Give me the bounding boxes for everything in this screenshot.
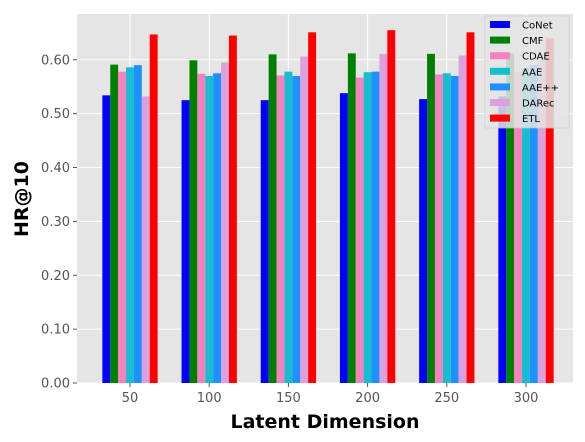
bar-aaeplusplus-150 — [292, 75, 301, 383]
bar-conet-200 — [339, 93, 348, 383]
bar-cmf-200 — [347, 53, 356, 383]
bar-aae-300 — [522, 67, 530, 383]
bar-cmf-150 — [268, 54, 277, 383]
x-tick-label: 100 — [197, 391, 222, 406]
bar-cmf-100 — [189, 60, 198, 384]
legend-swatch-etl — [490, 114, 510, 122]
bar-cdae-250 — [434, 74, 443, 383]
bar-cdae-200 — [355, 77, 364, 383]
bar-aaeplusplus-50 — [133, 65, 142, 384]
legend-label: DARec — [522, 99, 555, 110]
legend-swatch-conet — [490, 21, 510, 28]
y-tick-label: 0.40 — [41, 161, 70, 176]
y-tick-label: 0.10 — [41, 323, 70, 338]
legend-label: CDAE — [522, 52, 550, 63]
bar-etl-50 — [149, 34, 158, 384]
y-tick-label: 0.30 — [41, 215, 70, 230]
y-axis-ticks: 0.00 0.10 0.20 0.30 0.40 0.50 0.60 — [41, 53, 77, 392]
bar-aae-250 — [442, 73, 451, 383]
bar-aae-50 — [126, 67, 134, 383]
bar-cmf-50 — [110, 64, 119, 383]
bar-etl-250 — [466, 32, 475, 383]
bar-conet-300 — [498, 96, 507, 383]
bar-etl-200 — [387, 30, 396, 383]
legend-label: CoNet — [522, 21, 553, 32]
legend-label: AAE++ — [522, 83, 559, 94]
bar-cmf-300 — [506, 53, 515, 383]
bar-darec-50 — [141, 96, 150, 383]
bar-darec-250 — [458, 55, 467, 384]
bar-aaeplusplus-250 — [450, 75, 459, 383]
bar-cdae-300 — [514, 71, 523, 384]
x-tick-label: 200 — [355, 391, 380, 406]
x-tick-label: 300 — [514, 391, 539, 406]
x-tick-label: 150 — [276, 391, 301, 406]
bar-darec-100 — [221, 62, 229, 383]
legend-swatch-aaeplusplus — [490, 83, 510, 91]
bar-aaeplusplus-300 — [529, 65, 538, 384]
x-axis-ticks: 50 100 150 200 250 300 — [122, 383, 539, 406]
legend-swatch-cmf — [490, 36, 510, 44]
x-tick-label: 250 — [434, 391, 459, 406]
legend-label: ETL — [522, 114, 540, 125]
bar-darec-300 — [537, 54, 546, 383]
bar-etl-150 — [308, 32, 317, 383]
legend-swatch-cdae — [490, 52, 510, 60]
y-tick-label: 0.60 — [41, 53, 70, 68]
legend-swatch-aae — [490, 67, 510, 75]
legend: CoNet CMF CDAE AAE AAE++ DARec ETL — [484, 15, 570, 129]
bars — [102, 30, 554, 384]
y-axis-label: HR@10 — [11, 161, 33, 237]
x-axis-label: Latent Dimension — [230, 411, 419, 433]
bar-etl-100 — [228, 35, 237, 383]
bar-cdae-150 — [276, 75, 285, 383]
bar-darec-150 — [300, 56, 309, 383]
bar-conet-100 — [181, 100, 190, 383]
bar-conet-150 — [260, 100, 269, 383]
y-tick-label: 0.00 — [41, 377, 70, 392]
legend-swatch-darec — [490, 99, 510, 106]
legend-label: CMF — [522, 36, 544, 47]
bar-cmf-250 — [427, 53, 435, 384]
x-tick-label: 50 — [122, 391, 139, 406]
bar-aaeplusplus-100 — [213, 73, 222, 383]
bar-conet-250 — [419, 99, 428, 383]
legend-label: AAE — [522, 67, 542, 78]
bar-aae-200 — [363, 72, 372, 383]
bar-cdae-50 — [118, 71, 127, 384]
bar-aae-150 — [284, 71, 293, 384]
bar-conet-50 — [102, 95, 111, 383]
y-tick-label: 0.50 — [41, 107, 70, 122]
bar-cdae-100 — [197, 73, 206, 383]
bar-darec-200 — [379, 53, 388, 384]
bar-etl-300 — [545, 38, 554, 383]
bar-aaeplusplus-200 — [371, 71, 380, 384]
y-tick-label: 0.20 — [41, 269, 70, 284]
bar-aae-100 — [205, 75, 214, 383]
